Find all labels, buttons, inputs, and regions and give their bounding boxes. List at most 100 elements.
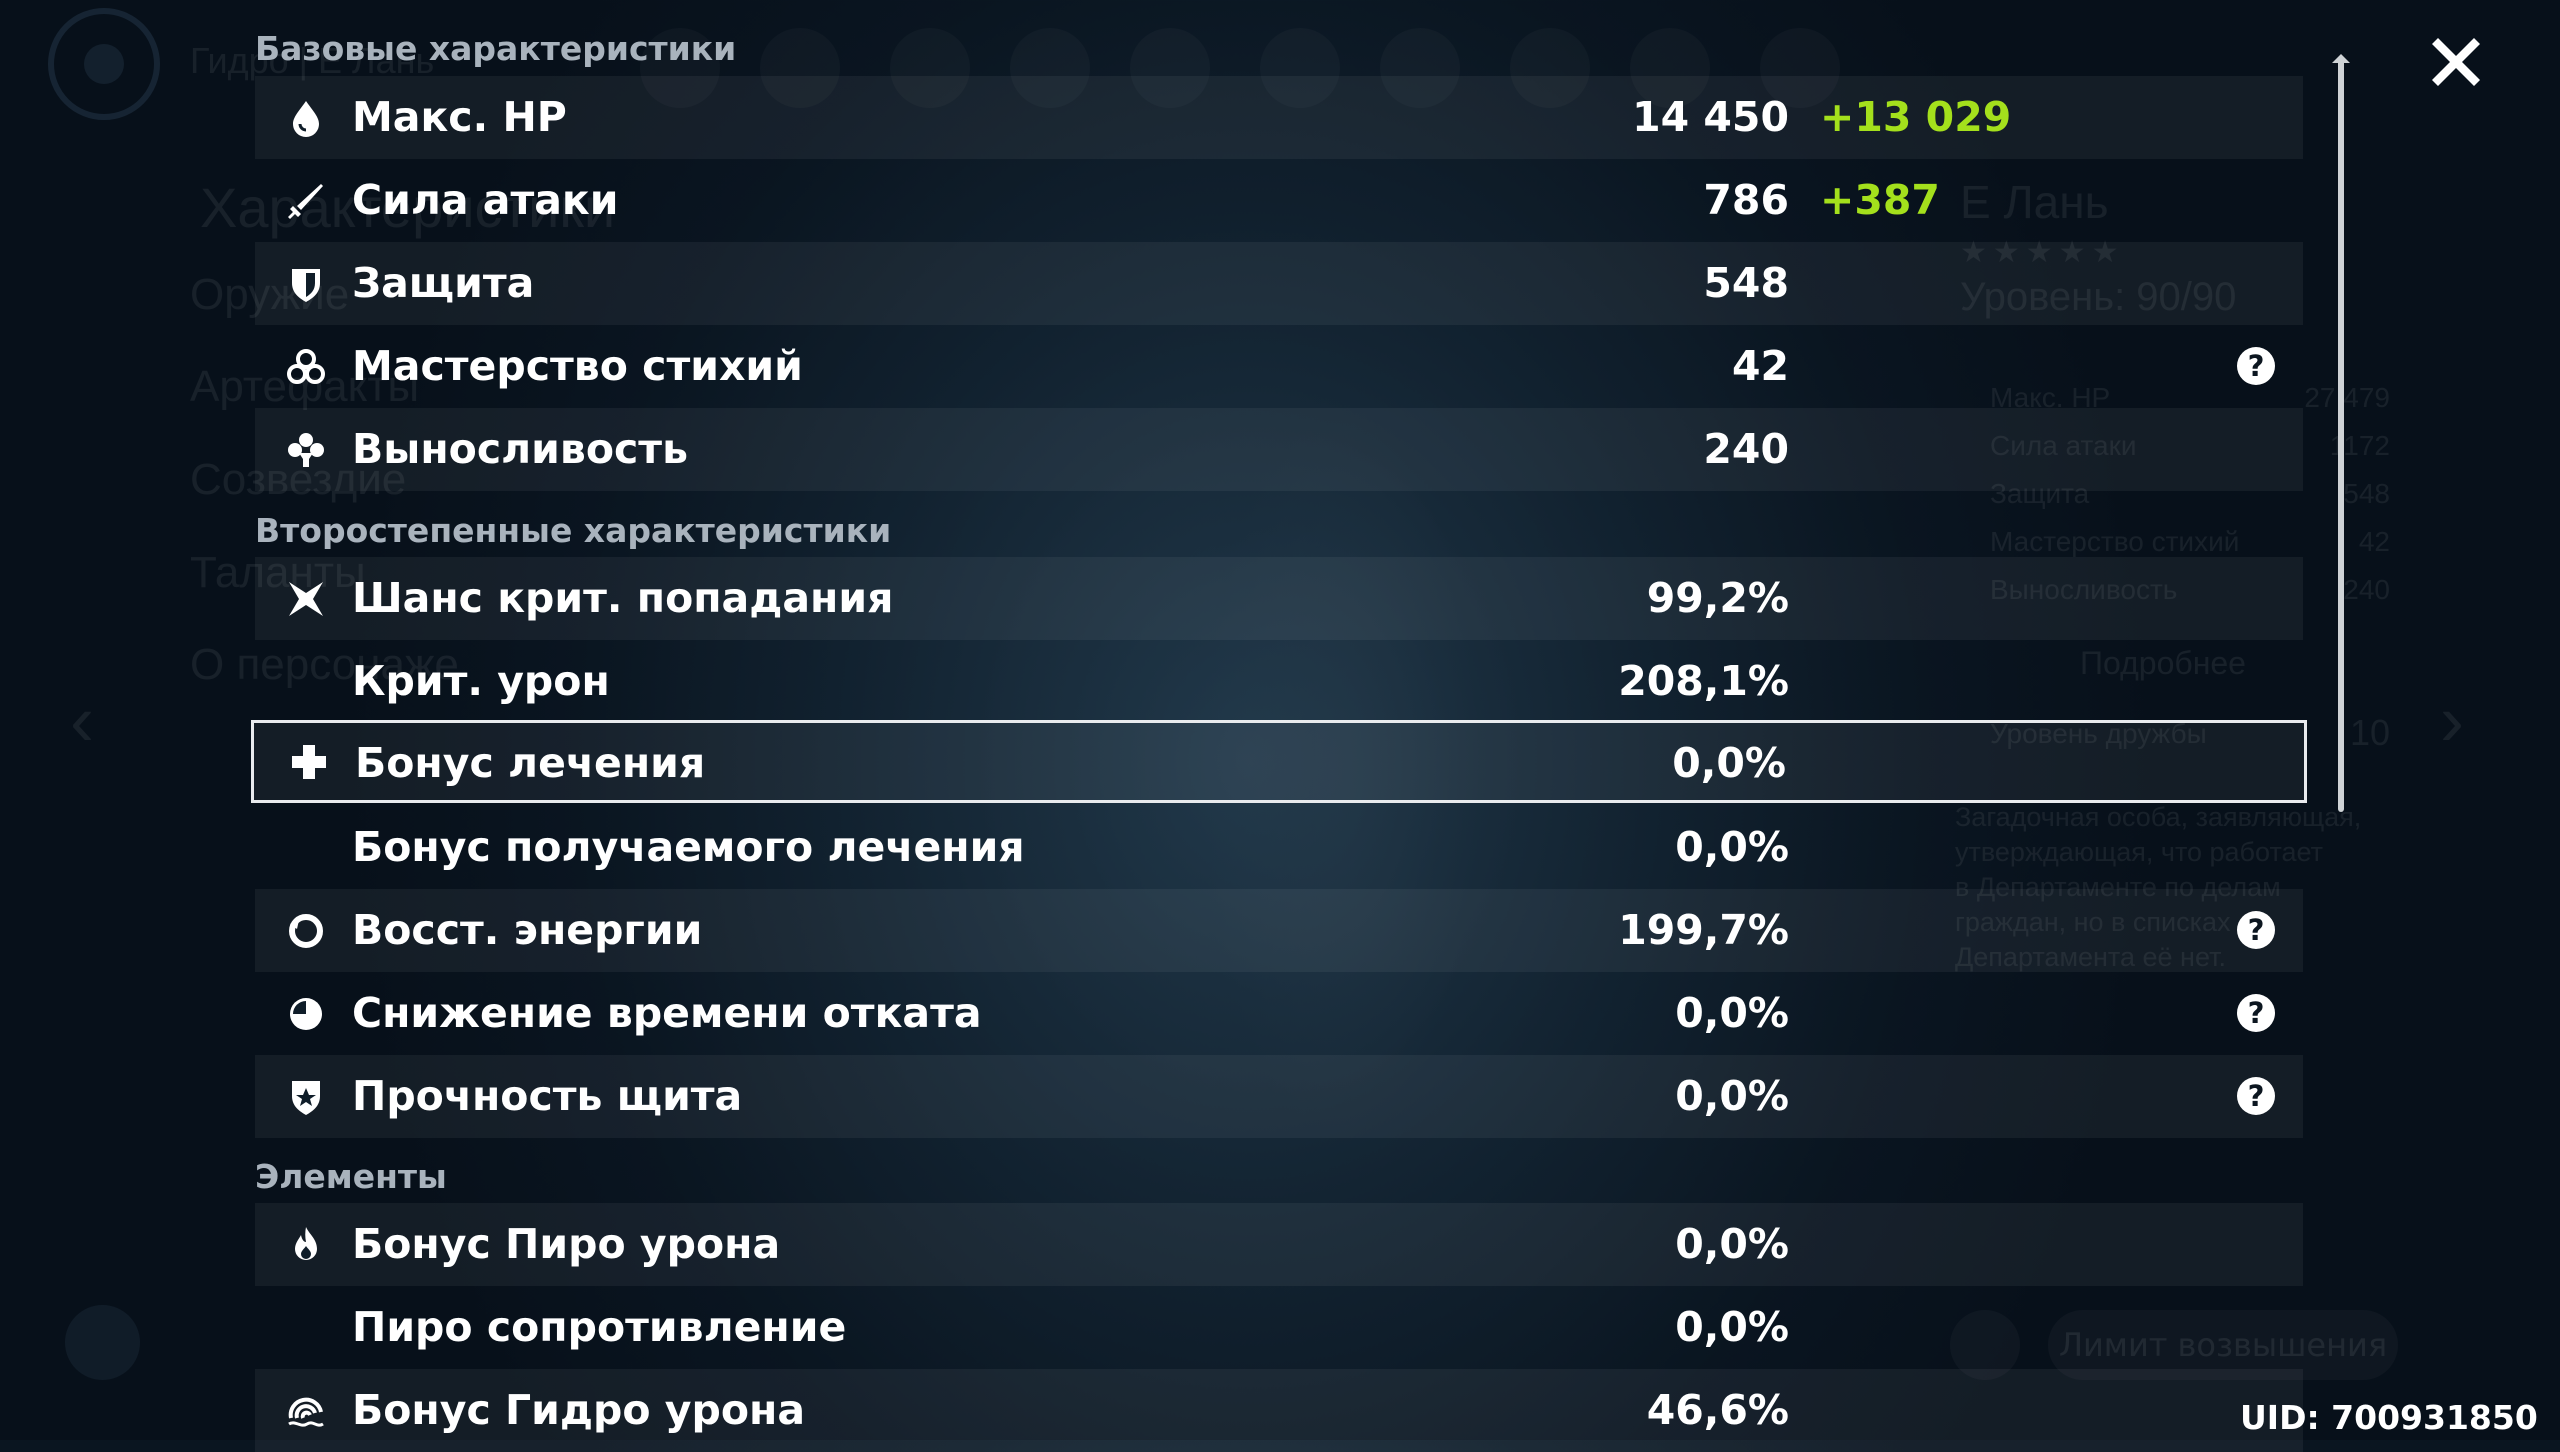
ascension-limit-button[interactable]: Лимит возвышения [2048,1310,2398,1380]
healing-cross-icon [288,741,330,783]
crit-rate-icon [285,578,327,620]
bg-card-stat-value: 27 479 [2304,382,2390,413]
stat-value: 0,0% [1675,989,1789,1037]
stat-label: Крит. урон [352,657,610,705]
stat-label: Мастерство стихий [352,342,803,390]
stat-label: Выносливость [352,425,688,473]
cooldown-icon [285,993,327,1035]
stat-row-attack[interactable]: Сила атаки 786 +387 [255,159,2303,242]
bg-tab-avatar[interactable] [1010,28,1090,108]
stat-row-defense[interactable]: Защита 548 [255,242,2303,325]
bg-ascension-icon [1950,1310,2020,1380]
stat-label: Прочность щита [352,1072,743,1120]
bg-menu-item[interactable]: Созвездие [190,455,407,504]
sword-icon [285,180,327,222]
stat-row-healing-bonus[interactable]: Бонус лечения 0,0% [251,720,2307,803]
stat-row-shield-strength[interactable]: Прочность щита 0,0% ? [255,1055,2303,1138]
stat-value: 0,0% [1672,739,1786,787]
stat-row-incoming-healing[interactable]: Бонус получаемого лечения 0,0% [255,806,2303,889]
stat-label: Защита [352,259,535,307]
stat-value: 99,2% [1646,574,1789,622]
stamina-icon [285,429,327,471]
stat-row-crit-rate[interactable]: Шанс крит. попадания 99,2% [255,557,2303,640]
bg-menu-button[interactable] [65,1305,140,1380]
stat-value: 14 450 [1632,93,1789,141]
stat-value: 240 [1703,425,1789,473]
scroll-up-arrow-icon[interactable] [2332,54,2350,63]
uid-label: UID: 700931850 [2240,1398,2538,1437]
stat-bonus: +387 [1820,176,1940,224]
hp-drop-icon [285,97,327,139]
help-icon[interactable]: ? [2237,1077,2275,1115]
bg-tab-avatar[interactable] [1630,28,1710,108]
bg-tab-avatar[interactable] [1260,28,1340,108]
stat-label: Бонус Пиро урона [352,1220,781,1268]
stat-label: Бонус получаемого лечения [352,823,1025,871]
close-icon [2432,38,2480,86]
energy-recharge-icon [285,910,327,952]
bg-description-line: Департамента её нет. [1955,942,2226,972]
bg-card-stat-label: Защита [1990,478,2090,509]
close-button[interactable] [2422,28,2490,96]
stat-label: Бонус лечения [355,739,706,787]
hydro-icon [285,1390,327,1432]
bg-tab-avatar[interactable] [760,28,840,108]
bg-card-stars: ★★★★★ [1960,236,2125,269]
bg-menu-item[interactable]: Таланты [190,548,366,597]
stat-value: 0,0% [1675,1220,1789,1268]
stat-label: Сила атаки [352,176,619,224]
bg-card-stat-value: 42 [2358,526,2390,557]
stat-row-cooldown-reduction[interactable]: Снижение времени отката 0,0% ? [255,972,2303,1055]
bg-tab-avatar[interactable] [1130,28,1210,108]
section-title-secondary: Второстепенные характеристики [255,511,892,550]
bg-description-line: Загадочная особа, заявляющая, [1955,802,2362,832]
character-silhouette [1130,250,1550,1300]
stat-label: Восст. энергии [352,906,703,954]
bg-menu-item[interactable]: Оружие [190,270,350,319]
bg-card-stat-label: Выносливость [1990,574,2178,605]
elemental-mastery-icon [285,346,327,388]
help-icon[interactable]: ? [2237,911,2275,949]
bg-menu-item[interactable]: Характеристики [200,176,616,239]
bg-menu-item[interactable]: О персонаже [190,640,459,689]
bg-card-stat-value: 548 [2343,478,2390,509]
bg-tab-avatar[interactable] [890,28,970,108]
stat-label: Снижение времени отката [352,989,982,1037]
bg-tab-avatar[interactable] [640,28,720,108]
shield-icon [285,263,327,305]
help-icon[interactable]: ? [2237,994,2275,1032]
bg-card-stat-value: 240 [2343,574,2390,605]
stat-row-pyro-resistance[interactable]: Пиро сопротивление 0,0% [255,1286,2303,1369]
hydro-element-emblem [48,8,160,120]
stat-row-energy-recharge[interactable]: Восст. энергии 199,7% ? [255,889,2303,972]
stat-row-max-hp[interactable]: Макс. HP 14 450 +13 029 [255,76,2303,159]
bg-character-title: Гидро | Е Лань [190,40,435,81]
bg-tab-avatar[interactable] [1380,28,1460,108]
section-title-elements: Элементы [255,1157,447,1196]
bg-card-name: Е Лань [1960,176,2109,228]
stat-value: 46,6% [1646,1386,1789,1434]
stat-row-pyro-bonus[interactable]: Бонус Пиро урона 0,0% [255,1203,2303,1286]
stat-value: 786 [1703,176,1789,224]
bg-card-level: Уровень: 90/90 [1960,275,2237,319]
next-character-arrow-icon[interactable]: › [2440,681,2464,761]
stat-value: 208,1% [1618,657,1789,705]
bg-tab-avatar[interactable] [1760,28,1840,108]
prev-character-arrow-icon[interactable]: ‹ [70,681,94,761]
help-icon[interactable]: ? [2237,347,2275,385]
bg-tab-avatar[interactable] [1510,28,1590,108]
shield-strength-icon [285,1076,327,1118]
stat-row-stamina[interactable]: Выносливость 240 [255,408,2303,491]
stat-row-elemental-mastery[interactable]: Мастерство стихий 42 ? [255,325,2303,408]
stat-row-hydro-bonus[interactable]: Бонус Гидро урона 46,6% [255,1369,2303,1452]
stat-value: 0,0% [1675,1072,1789,1120]
stat-label: Пиро сопротивление [352,1303,847,1351]
bg-description-line: утверждающая, что работает [1955,837,2324,867]
scrollbar[interactable] [2338,60,2344,812]
stat-label: Шанс крит. попадания [352,574,894,622]
bg-more-link[interactable]: Подробнее [2080,645,2246,681]
stat-bonus: +13 029 [1820,93,2012,141]
stat-row-crit-damage[interactable]: Крит. урон 208,1% [255,640,2303,723]
pyro-icon [285,1224,327,1266]
bg-card-stat-label: Макс. HP [1990,382,2111,413]
